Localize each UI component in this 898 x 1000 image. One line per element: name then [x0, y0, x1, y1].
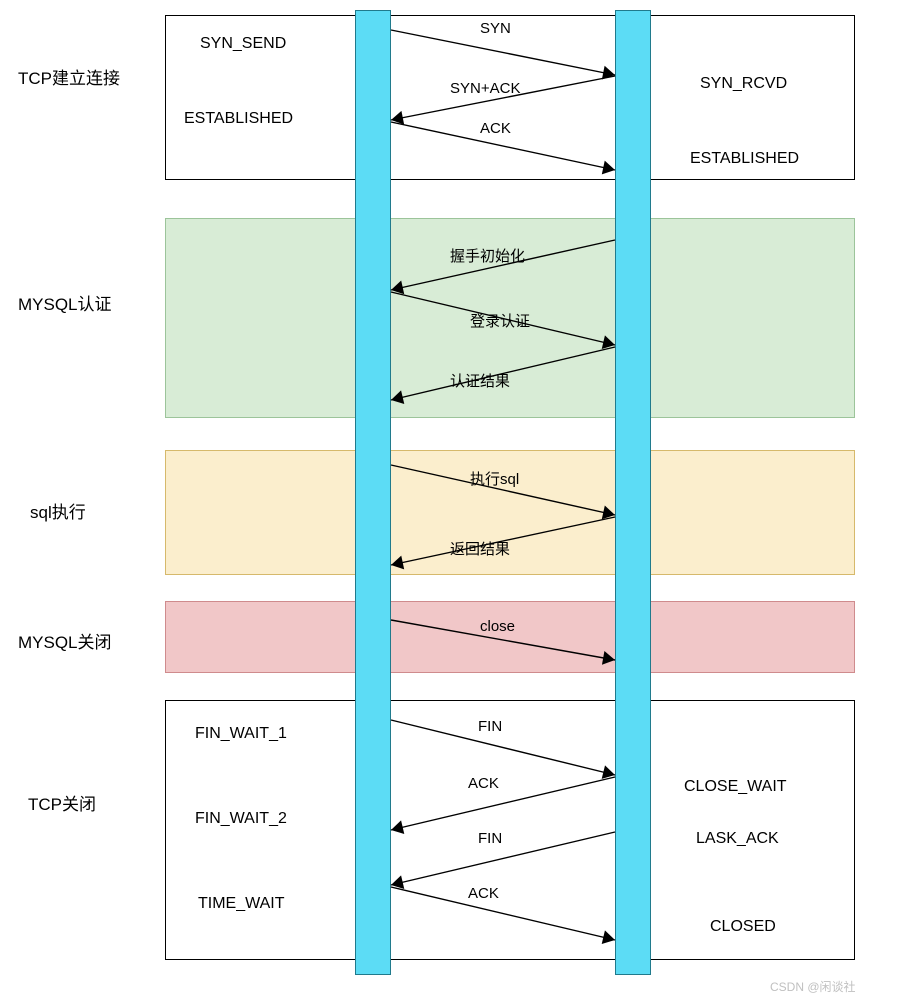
- watermark: CSDN @闲谈社: [770, 978, 856, 995]
- state-right: SYN_RCVD: [700, 75, 787, 93]
- stage-label-tcp-close: TCP关闭: [28, 790, 96, 815]
- state-right: CLOSE_WAIT: [684, 778, 787, 796]
- message-label: FIN: [478, 718, 502, 735]
- stage-label-tcp-connect: TCP建立连接: [18, 64, 120, 89]
- message-label: ACK: [480, 120, 511, 137]
- stage-label-mysql-close: MYSQL关闭: [18, 628, 112, 653]
- message-label: 登录认证: [470, 310, 530, 331]
- state-left: FIN_WAIT_1: [195, 725, 287, 743]
- message-label: 执行sql: [470, 468, 519, 489]
- stage-label-sql-exec: sql执行: [30, 498, 86, 523]
- state-left: TIME_WAIT: [198, 895, 285, 913]
- message-label: FIN: [478, 830, 502, 847]
- stage-label-mysql-auth: MYSQL认证: [18, 290, 112, 315]
- message-label: ACK: [468, 885, 499, 902]
- state-right: LASK_ACK: [696, 830, 779, 848]
- section-mysql-close: [165, 601, 855, 673]
- state-left: SYN_SEND: [200, 35, 286, 53]
- lifeline-right: [615, 10, 651, 975]
- message-label: close: [480, 618, 515, 635]
- message-label: 认证结果: [450, 370, 510, 391]
- lifeline-left: [355, 10, 391, 975]
- message-label: 返回结果: [450, 538, 510, 559]
- message-label: 握手初始化: [450, 245, 525, 266]
- state-left: FIN_WAIT_2: [195, 810, 287, 828]
- state-left: ESTABLISHED: [184, 110, 293, 128]
- message-label: SYN: [480, 20, 511, 37]
- state-right: ESTABLISHED: [690, 150, 799, 168]
- message-label: ACK: [468, 775, 499, 792]
- state-right: CLOSED: [710, 918, 776, 936]
- message-label: SYN+ACK: [450, 80, 520, 97]
